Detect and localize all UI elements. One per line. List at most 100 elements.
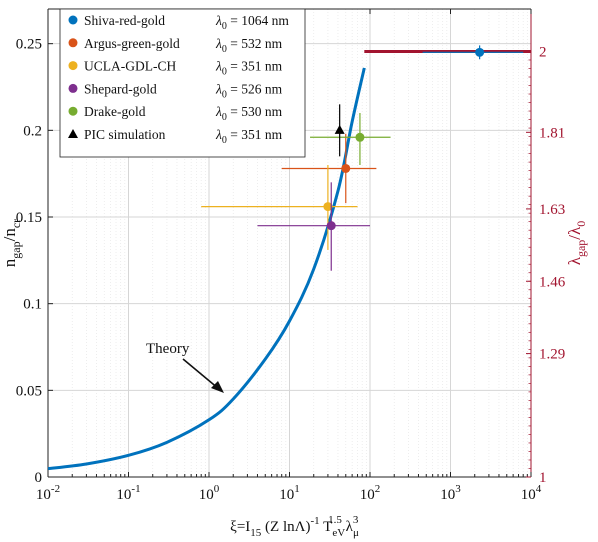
x-label-part: λ [342,519,354,535]
legend-label: Drake-gold [84,104,146,119]
series-shepard-gold [257,182,370,271]
x-tick-label: 10-1 [116,483,140,503]
theory-arrow-shaft [182,358,220,390]
x-tick-base: 10 [521,487,536,503]
legend-label: Argus-green-gold [84,36,180,51]
y2-label-sub: gap [574,240,588,257]
x-label-sub: 15 [250,527,262,539]
legend-lambda-value: = 351 nm [227,127,283,142]
x-tick-label: 104 [521,483,542,503]
series-shiva-red-gold [422,45,524,60]
y2-label-sub: 0 [574,221,588,227]
legend-lambda: λ [215,13,222,28]
x-label-part: ξ=I [230,519,250,535]
y2-tick-label: 1.29 [539,347,565,363]
series-pic-simulation [334,104,345,157]
legend-lambda-value: = 530 nm [227,104,283,119]
x-tick-base: 10 [116,487,131,503]
legend-marker [68,38,78,48]
y-tick-label: 0 [35,470,43,486]
y2-axis-label: λgap/λ0 [565,221,588,266]
legend-lambda-sub: 0 [222,44,227,55]
x-tick-exponent: 3 [455,483,461,495]
legend-wavelength: λ0 = 351 nm [215,59,283,78]
x-tick-exponent: 4 [536,483,542,495]
x-label-sub: eV [332,527,345,539]
legend-lambda: λ [215,127,222,142]
y-label-part: /n [0,228,19,242]
legend-lambda-value: = 351 nm [227,59,283,74]
y2-tick-label: 1.63 [539,202,565,218]
x-tick-base: 10 [360,487,375,503]
x-tick-exponent: -1 [131,483,140,495]
series-drake-gold [310,113,391,165]
legend-lambda: λ [215,59,222,74]
x-tick-label: 103 [440,483,461,503]
x-tick-exponent: 2 [375,483,381,495]
data-point [334,124,345,134]
y-tick-label: 0.2 [23,123,42,139]
y2-label-part: λ [565,256,584,265]
x-label-sup: 1.5 [328,514,342,526]
legend-label: PIC simulation [84,127,166,142]
y2-tick-label: 1 [539,470,547,486]
legend-label: Shiva-red-gold [84,13,165,28]
legend-label: UCLA-GDL-CH [84,59,176,74]
legend-wavelength: λ0 = 532 nm [215,36,283,55]
y-axis-label: ngap/ncr [0,219,23,267]
theory-label: Theory [146,341,190,357]
y2-tick-label: 2 [539,44,547,60]
legend-lambda-sub: 0 [222,112,227,123]
y2-label-part: /λ [565,226,584,240]
legend-box [59,8,306,158]
legend-lambda-sub: 0 [222,21,227,32]
data-point [326,221,336,231]
legend-marker [68,83,78,93]
y-label-sub: cr [9,219,23,228]
x-tick-exponent: -2 [51,483,60,495]
x-label-sub: μ [353,527,359,539]
data-point [475,47,485,57]
x-tick-base: 10 [279,487,294,503]
x-tick-base: 10 [199,487,214,503]
x-tick-label: 102 [360,483,381,503]
y-tick-label: 0.1 [23,297,42,313]
legend-lambda-sub: 0 [222,67,227,78]
x-label-part: (Z lnΛ) [261,519,310,535]
legend-wavelength: λ0 = 351 nm [215,127,283,146]
x-tick-base: 10 [440,487,455,503]
data-point [341,163,351,173]
legend-label: Shepard-gold [84,81,157,96]
x-tick-exponent: 0 [214,483,220,495]
x-label-sup: -1 [311,515,320,527]
y-tick-label: 0.25 [16,37,42,53]
data-point [355,132,365,142]
legend-wavelength: λ0 = 1064 nm [215,13,289,32]
legend-lambda-sub: 0 [222,135,227,146]
legend-marker [68,106,78,116]
x-axis-label: ξ=I15 (Z lnΛ)-1 TeV1.5 λμ3 [230,514,359,539]
y2-tick-label: 1.81 [539,125,565,141]
legend-lambda: λ [215,104,222,119]
legend: Shiva-red-gold λ0 = 1064 nmArgus-green-go… [59,8,306,158]
data-point [323,202,333,212]
legend-lambda-value: = 532 nm [227,36,283,51]
legend-marker [68,61,78,71]
legend-wavelength: λ0 = 526 nm [215,81,283,100]
y2-tick-label: 1.46 [539,274,566,290]
x-label-sup: 3 [353,514,359,526]
legend-marker [68,15,78,25]
y-label-sub: gap [9,241,23,258]
legend-lambda: λ [215,36,222,51]
legend-wavelength: λ0 = 530 nm [215,104,283,123]
x-tick-base: 10 [36,487,51,503]
y-tick-label: 0.05 [16,383,42,399]
series-argus-green-gold [281,133,377,204]
legend-lambda: λ [215,81,222,96]
theory-curve [47,67,366,471]
x-tick-exponent: 1 [294,483,300,495]
legend-lambda-value: = 1064 nm [227,13,289,28]
legend-lambda-sub: 0 [222,89,227,100]
y-label-part: n [0,258,19,267]
